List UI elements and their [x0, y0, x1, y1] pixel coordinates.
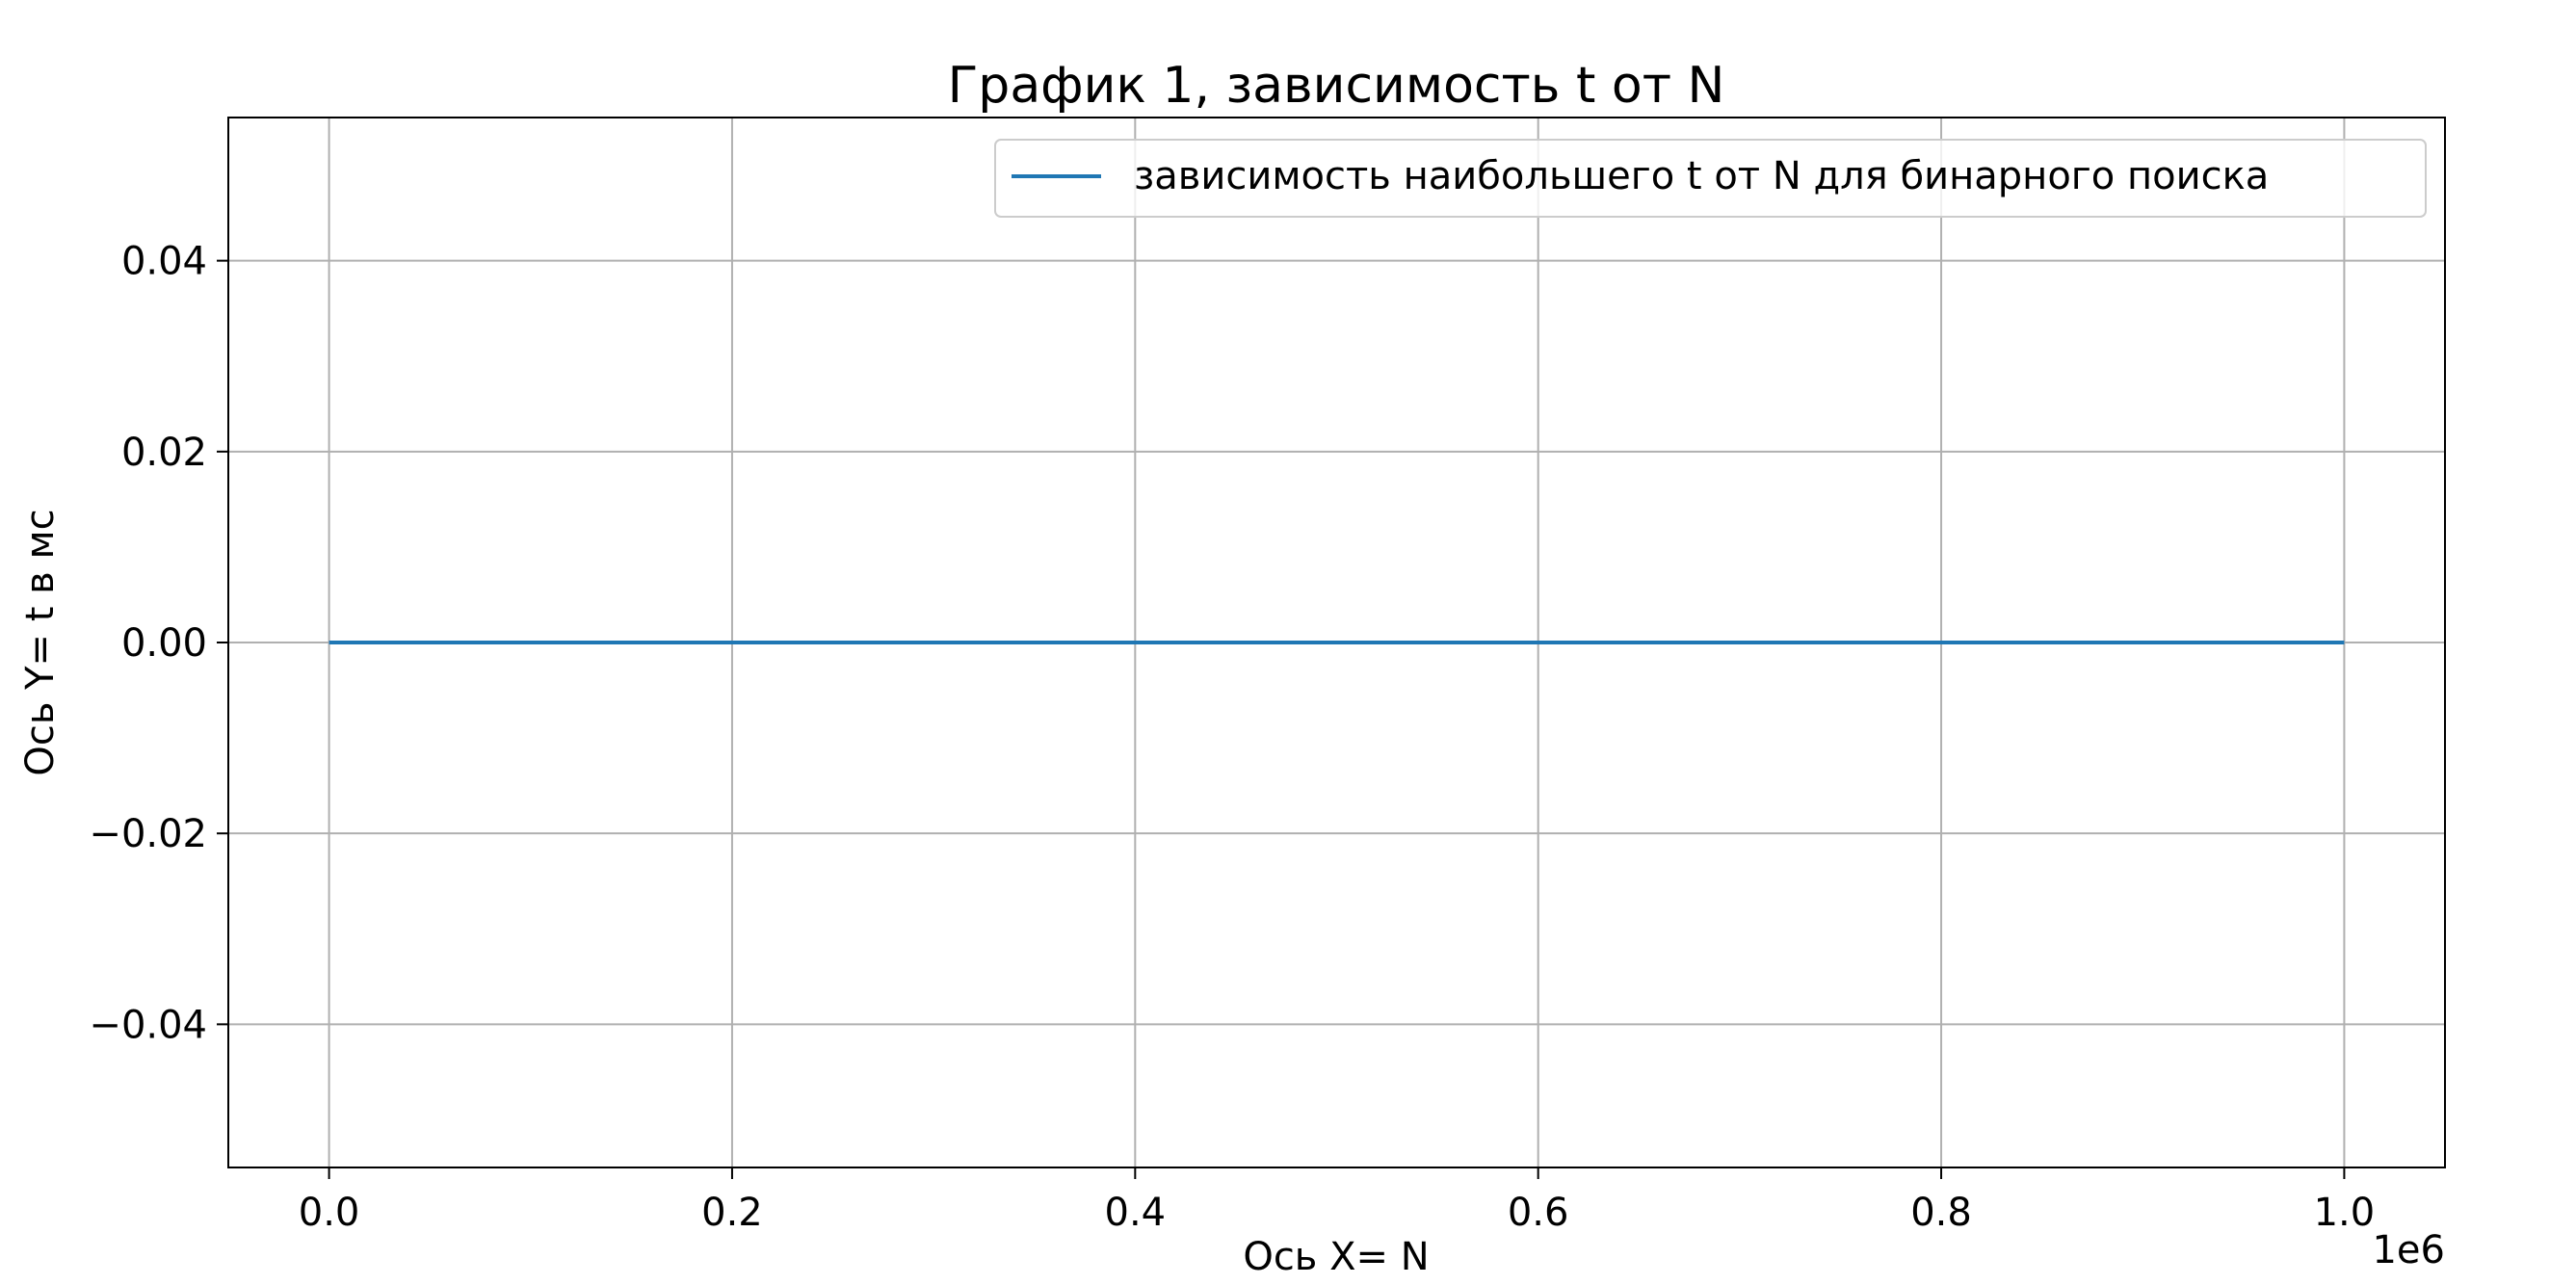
x-tick-label: 1.0 [2314, 1191, 2376, 1235]
legend-box [994, 139, 2427, 218]
y-tick-label: 0.02 [121, 431, 207, 475]
x-tick-label: 0.6 [1508, 1191, 1569, 1235]
x-axis-offset-label: 1e6 [2372, 1228, 2445, 1272]
x-axis-label: Ось X= N [1243, 1235, 1429, 1279]
y-tick-label: −0.04 [89, 1003, 207, 1047]
axis-ticks: 0.0 0.2 0.4 0.6 0.8 1.0 0.04 0.02 0.00 −0.02 −0.04 [89, 240, 2375, 1235]
x-tick-label: 0.2 [701, 1191, 763, 1235]
y-tick-label: 0.00 [121, 621, 207, 666]
x-tick-label: 0.4 [1105, 1191, 1167, 1235]
legend-entry: зависимость наибольшего t от N для бинар… [1134, 154, 2269, 198]
legend: зависимость наибольшего t от N для бинар… [994, 139, 2427, 218]
y-axis-label: Ось Y= t в мс [18, 509, 63, 775]
y-tick-label: 0.04 [121, 240, 207, 284]
x-tick-label: 0.8 [1910, 1191, 1972, 1235]
x-tick-label: 0.0 [299, 1191, 360, 1235]
y-tick-label: −0.02 [89, 812, 207, 856]
chart-title: График 1, зависимость t от N [948, 57, 1725, 115]
